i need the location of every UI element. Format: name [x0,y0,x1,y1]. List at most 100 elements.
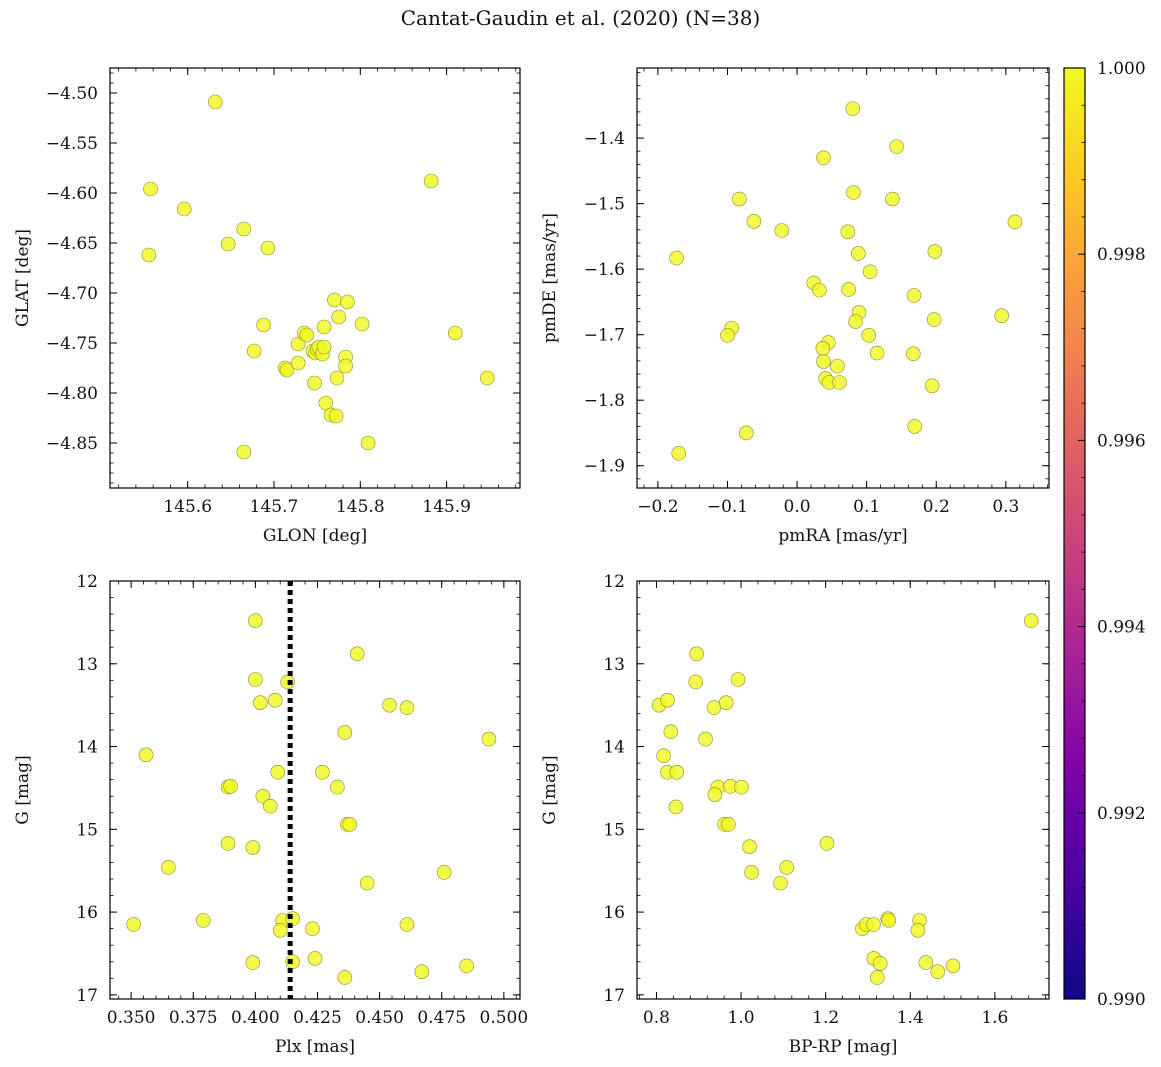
data-point [881,913,896,928]
data-point [315,764,330,780]
data-point [819,836,835,851]
subplot-2: −0.2 −0.1 0.0 0.1 0.2 0.3 −1.9 −1.8 −1.7 −1.6 −1.5… [540,67,1050,546]
data-point [738,425,754,441]
colorbar-tick-label: 1.000 [1097,59,1146,79]
data-point [299,327,315,343]
data-point [327,292,342,308]
data-point [220,836,236,851]
data-point [816,354,831,369]
x-tick-label: 1.6 [981,1008,1008,1028]
data-point [889,139,904,154]
data-point [945,958,961,974]
data-point [885,191,900,207]
scatter-points [126,613,497,985]
y-tick-label: −4.50 [46,84,98,104]
x-tick-label: 0.3 [992,497,1019,517]
data-point [721,817,736,832]
data-point [744,865,759,880]
data-point [220,236,236,252]
colorbar-tick-label: 0.996 [1097,431,1146,451]
scatter-points [669,101,1023,461]
data-point [846,185,861,200]
data-point [861,328,877,343]
data-point [279,362,295,378]
data-point [840,224,856,240]
x-axis-label: GLON [deg] [263,526,367,546]
data-point [138,747,154,763]
data-point [354,316,370,332]
data-point [305,921,320,936]
axes-frame [109,580,521,1000]
axes-frame [109,67,521,489]
data-point [845,101,861,116]
data-point [926,312,942,327]
y-tick-label: −4.70 [46,284,98,304]
data-point [812,282,827,298]
data-point [328,408,344,424]
data-point [732,191,747,207]
data-point [329,370,345,386]
y-tick-label: 15 [603,820,625,840]
data-point [260,240,276,256]
y-axis-label: G [mag] [13,755,33,824]
data-point [338,358,353,374]
data-point [256,317,271,333]
data-point [994,308,1009,323]
data-point [481,731,497,747]
data-point [872,956,888,971]
y-tick-label: 16 [603,903,625,923]
y-axis-label: G [mag] [540,755,560,824]
data-point [331,309,347,325]
data-point [447,325,463,341]
data-point [208,94,223,110]
data-point [918,955,934,970]
y-axis-label: GLAT [deg] [13,229,33,327]
data-point [330,779,345,795]
y-tick-label: −1.6 [584,260,625,280]
y-tick-label: 12 [76,572,98,592]
x-tick-label: 1.2 [812,1008,839,1028]
data-point [910,922,926,938]
y-tick-label: −4.75 [46,334,98,354]
data-point [671,445,687,461]
y-tick-label: −1.9 [584,457,625,477]
data-point [660,692,675,708]
data-point [141,247,157,263]
data-point [382,697,397,713]
data-point [195,913,211,928]
colorbar-gradient [1064,68,1085,999]
data-point [841,282,856,297]
data-point [399,700,415,715]
data-point [316,319,332,335]
y-tick-label: −1.8 [584,391,625,411]
x-tick-label: 0.425 [293,1008,342,1028]
data-point [245,955,261,970]
data-point [848,314,863,329]
data-point [668,799,684,815]
axes-frame [636,580,1050,1000]
data-point [907,419,922,434]
scatter-points [141,94,495,460]
data-point [307,951,323,966]
data-point [862,264,878,280]
data-point [307,375,322,391]
axes-frame [636,67,1050,489]
y-tick-label: 15 [76,820,98,840]
x-tick-label: 0.375 [169,1008,218,1028]
y-tick-label: 17 [603,986,625,1006]
data-point [267,692,283,708]
data-point [337,970,353,985]
data-point [773,875,788,891]
data-point [815,341,831,356]
data-point [734,779,749,795]
y-tick-label: −1.7 [584,326,625,346]
x-tick-label: −0.1 [707,497,748,517]
subplot-1: 145.6 145.7 145.8 145.9 −4.85 −4.80 −4.75 −4.70… [13,67,521,546]
x-axis-label: Plx [mas] [275,1037,355,1057]
y-tick-label: 13 [76,655,98,675]
x-axis-label: BP-RP [mag] [789,1037,898,1057]
y-tick-label: −4.65 [46,234,98,254]
y-axis-label: pmDE [mas/yr] [540,213,560,343]
data-point [905,346,921,361]
data-point [698,731,713,747]
